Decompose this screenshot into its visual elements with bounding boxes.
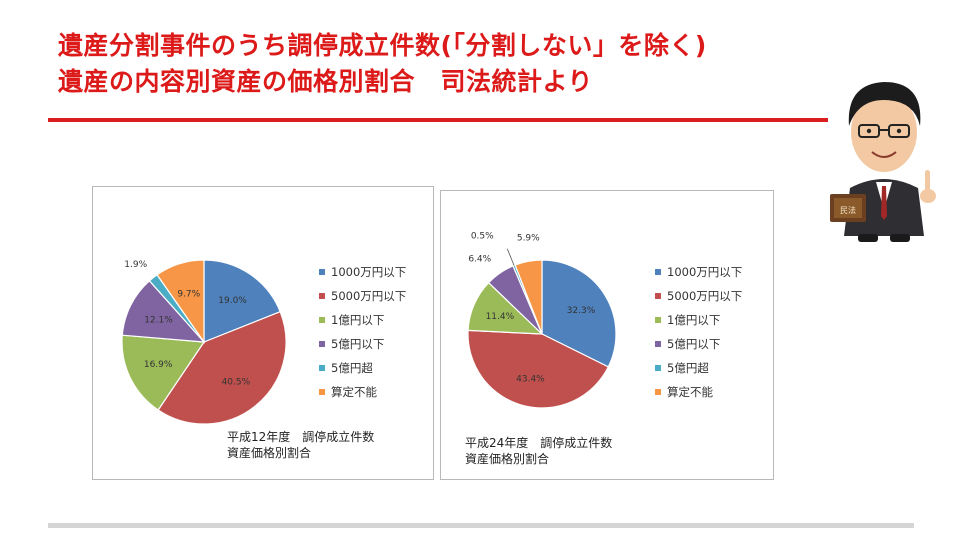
pie-slice [514, 259, 543, 335]
legend-item: 5億円超 [319, 356, 406, 380]
legend-item: 5億円以下 [319, 332, 406, 356]
legend-swatch [655, 341, 661, 347]
pie-slice [121, 279, 206, 343]
legend-item: 5000万円以下 [319, 284, 406, 308]
legend-label: 5000万円以下 [331, 289, 407, 303]
legend-h12: 1000万円以下 5000万円以下 1億円以下 5億円以下 5億円超 算定不能 [319, 260, 406, 404]
pie-chart-h24: 32.3% 43.4% 11.4% 6.4% 0.5% 5.9% [467, 231, 617, 409]
legend-swatch [319, 341, 325, 347]
footer-rule [48, 523, 914, 528]
legend-item: 算定不能 [655, 380, 742, 404]
legend-item: 1億円以下 [319, 308, 406, 332]
pie-slice [203, 259, 281, 343]
legend-item: 5億円超 [655, 356, 742, 380]
legend-item: 5000万円以下 [655, 284, 742, 308]
caption-line: 平成12年度 調停成立件数 [227, 430, 375, 444]
data-label: 40.5% [222, 378, 251, 388]
caption-line: 平成24年度 調停成立件数 [465, 436, 613, 450]
legend-label: 5億円超 [331, 361, 373, 375]
legend-label: 1億円以下 [331, 313, 385, 327]
data-label: 6.4% [468, 254, 491, 264]
book-icon: 民法 [830, 194, 866, 222]
chart-panel-h12: 19.0% 40.5% 16.9% 12.1% 1.9% 9.7% 1000万円以下 50… [92, 186, 434, 480]
chart-caption-h24: 平成24年度 調停成立件数 資産価格別割合 [465, 435, 612, 467]
legend-label: 算定不能 [331, 385, 377, 399]
data-label: 32.3% [567, 306, 596, 316]
data-label: 11.4% [486, 312, 515, 322]
legend-swatch [319, 365, 325, 371]
legend-label: 1000万円以下 [331, 265, 407, 279]
legend-swatch [319, 389, 325, 395]
legend-label: 1億円以下 [667, 313, 721, 327]
legend-h24: 1000万円以下 5000万円以下 1億円以下 5億円以下 5億円超 算定不能 [655, 260, 742, 404]
pie-slice [541, 259, 617, 368]
legend-item: 算定不能 [319, 380, 406, 404]
legend-item: 1億円以下 [655, 308, 742, 332]
data-label: 19.0% [218, 296, 247, 306]
legend-label: 5億円以下 [667, 337, 721, 351]
legend-label: 5億円以下 [331, 337, 385, 351]
legend-swatch [319, 317, 325, 323]
chart-panel-h24: 32.3% 43.4% 11.4% 6.4% 0.5% 5.9% 1000万円以下 500… [440, 190, 774, 480]
legend-label: 算定不能 [667, 385, 713, 399]
caption-line: 資産価格別割合 [227, 446, 312, 460]
legend-label: 5億円超 [667, 361, 709, 375]
pie-slice [467, 329, 610, 409]
presenter-illustration: 民法 [830, 82, 936, 242]
caption-line: 資産価格別割合 [465, 452, 550, 466]
chart-caption-h12: 平成12年度 調停成立件数 資産価格別割合 [227, 429, 374, 461]
legend-swatch [319, 293, 325, 299]
data-label: 0.5% [471, 231, 494, 241]
data-label: 9.7% [177, 290, 200, 300]
legend-swatch [319, 269, 325, 275]
pie-slice [156, 259, 205, 344]
legend-swatch [655, 389, 661, 395]
title-line-1: 遺産分割事件のうち調停成立件数(「分割しない」を除く) [58, 31, 707, 60]
book-label: 民法 [840, 205, 856, 215]
data-label: 1.9% [124, 260, 147, 270]
presenter-head [848, 82, 921, 172]
legend-swatch [655, 293, 661, 299]
title-line-2: 遺産の内容別資産の価格別割合 司法統計より [58, 67, 594, 96]
pie-slice [121, 334, 206, 411]
legend-item: 5億円以下 [655, 332, 742, 356]
data-label: 5.9% [517, 234, 540, 244]
legend-swatch [655, 269, 661, 275]
legend-item: 1000万円以下 [319, 260, 406, 284]
data-label: 43.4% [516, 374, 545, 384]
pie-slice [157, 310, 287, 425]
pie-chart-h12: 19.0% 40.5% 16.9% 12.1% 1.9% 9.7% [121, 259, 287, 425]
title-underline [48, 118, 828, 122]
legend-label: 1000万円以下 [667, 265, 743, 279]
legend-swatch [655, 317, 661, 323]
legend-label: 5000万円以下 [667, 289, 743, 303]
pointing-hand-icon [920, 170, 936, 203]
leader-line [506, 248, 515, 266]
data-label: 12.1% [144, 315, 173, 325]
legend-item: 1000万円以下 [655, 260, 742, 284]
data-label: 16.9% [144, 360, 173, 370]
legend-swatch [655, 365, 661, 371]
